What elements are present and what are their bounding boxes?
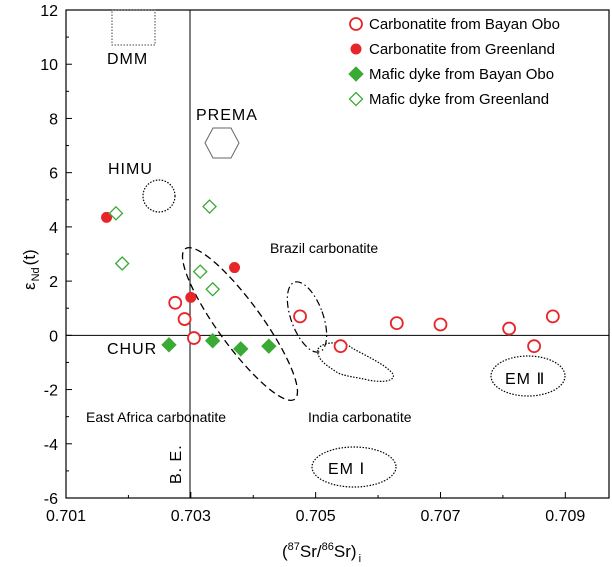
prema-label: PREMA bbox=[196, 107, 258, 124]
y-tick-label: 6 bbox=[49, 166, 58, 183]
x-axis-title-sr2: Sr) bbox=[334, 542, 357, 561]
em1-region bbox=[311, 446, 397, 488]
data-point bbox=[161, 337, 177, 353]
data-point bbox=[192, 264, 208, 280]
y-tick-label: -6 bbox=[44, 491, 58, 508]
data-point bbox=[204, 333, 221, 349]
data-point bbox=[101, 211, 113, 223]
reference-regions bbox=[111, 9, 566, 488]
y-axis-title-epsilon: ε bbox=[20, 282, 39, 290]
brazil-label: Brazil carbonatite bbox=[270, 240, 378, 256]
x-tick-label: 0.703 bbox=[171, 508, 211, 525]
legend-label: Carbonatite from Bayan Obo bbox=[369, 16, 560, 33]
legend-label: Carbonatite from Greenland bbox=[369, 41, 555, 58]
data-point bbox=[202, 199, 217, 214]
data-point bbox=[502, 321, 517, 336]
data-point bbox=[114, 256, 130, 271]
legend-marker bbox=[348, 66, 364, 82]
be-label: B. E. bbox=[168, 444, 185, 484]
legend-label: Mafic dyke from Greenland bbox=[369, 91, 549, 108]
x-tick-label: 0.705 bbox=[296, 508, 336, 525]
data-point bbox=[233, 341, 249, 357]
india-label: India carbonatite bbox=[308, 409, 412, 425]
brazil-region bbox=[286, 281, 328, 353]
legend-marker bbox=[350, 43, 362, 55]
prema-region bbox=[204, 127, 240, 159]
x-axis-title-mass1: 87 bbox=[288, 541, 300, 553]
himu-label: HIMU bbox=[108, 161, 153, 178]
data-point bbox=[333, 339, 348, 354]
data-point bbox=[108, 205, 124, 221]
data-point bbox=[229, 262, 241, 274]
data-point bbox=[389, 316, 404, 331]
y-axis-title-t: (t) bbox=[20, 249, 39, 265]
x-tick-label: 0.701 bbox=[46, 508, 86, 525]
y-tick-label: 10 bbox=[40, 57, 58, 74]
y-tick-label: 2 bbox=[49, 274, 58, 291]
y-tick-label: -2 bbox=[44, 383, 58, 400]
x-tick-label: 0.709 bbox=[545, 508, 585, 525]
x-axis-title-sr1: Sr/ bbox=[300, 542, 322, 561]
data-point bbox=[545, 309, 560, 324]
data-point bbox=[168, 295, 183, 310]
data-point bbox=[205, 281, 221, 297]
x-tick-label: 0.707 bbox=[420, 508, 460, 525]
chur-label: CHUR bbox=[107, 341, 157, 358]
data-points bbox=[101, 199, 560, 357]
x-axis-title-open: ( bbox=[282, 542, 288, 561]
data-point bbox=[261, 338, 277, 354]
y-axis-title-sub: Nd bbox=[30, 267, 42, 281]
dmm-region bbox=[111, 9, 156, 46]
data-point bbox=[185, 291, 197, 303]
x-axis-title: (87Sr/86Sr) i bbox=[282, 541, 361, 565]
data-point bbox=[187, 331, 201, 345]
y-axis: -6 -4 -2 0 2 4 6 8 10 12 bbox=[40, 3, 72, 508]
em2-label: EM Ⅱ bbox=[505, 371, 545, 388]
x-axis-title-sub: i bbox=[359, 553, 361, 565]
x-axis-title-mass2: 86 bbox=[322, 541, 334, 553]
legend-marker bbox=[349, 17, 363, 31]
em2-region bbox=[490, 355, 566, 397]
em1-label: EM Ⅰ bbox=[328, 461, 365, 478]
y-tick-label: 4 bbox=[49, 220, 58, 237]
y-tick-label: 0 bbox=[49, 328, 58, 345]
x-axis: 0.701 0.703 0.705 0.707 0.709 bbox=[46, 492, 585, 525]
data-point bbox=[433, 317, 448, 332]
data-point bbox=[527, 339, 542, 354]
y-tick-label: -4 bbox=[44, 437, 58, 454]
y-axis-title: εNd (t) bbox=[20, 249, 42, 290]
east-africa-region bbox=[181, 247, 299, 401]
legend: Carbonatite from Bayan Obo Carbonatite fr… bbox=[348, 16, 560, 108]
data-point bbox=[293, 309, 307, 324]
east-africa-label: East Africa carbonatite bbox=[86, 409, 226, 425]
dmm-label: DMM bbox=[107, 51, 148, 68]
himu-region bbox=[142, 179, 176, 213]
data-point bbox=[177, 312, 192, 326]
y-tick-label: 8 bbox=[49, 111, 58, 128]
legend-marker bbox=[348, 91, 364, 107]
y-tick-label: 12 bbox=[40, 3, 58, 20]
legend-label: Mafic dyke from Bayan Obo bbox=[369, 66, 554, 83]
india-region bbox=[317, 342, 394, 382]
